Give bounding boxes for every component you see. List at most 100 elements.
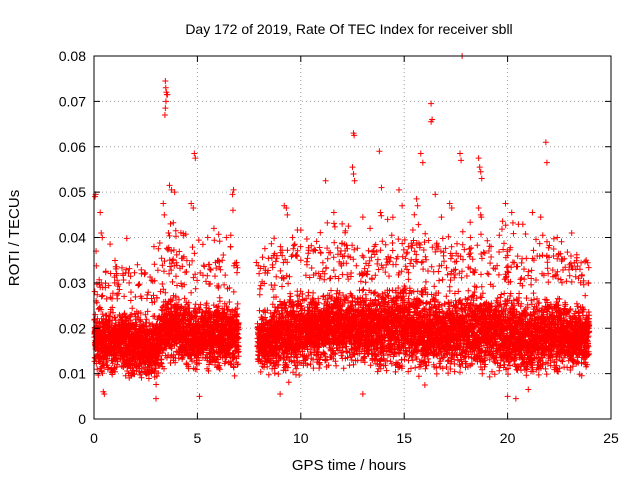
roti-point bbox=[417, 150, 424, 157]
roti-point bbox=[229, 191, 236, 198]
roti-point bbox=[162, 77, 169, 84]
roti-point bbox=[349, 164, 356, 171]
roti-point bbox=[458, 157, 465, 164]
roti-point bbox=[98, 229, 105, 236]
x-tick-label: 15 bbox=[396, 430, 412, 446]
roti-point bbox=[438, 214, 445, 221]
roti-point bbox=[428, 100, 435, 107]
x-tick-label: 0 bbox=[90, 430, 98, 446]
roti-point bbox=[138, 270, 145, 277]
y-tick-label: 0.01 bbox=[59, 366, 86, 382]
roti-point bbox=[253, 259, 260, 266]
roti-point bbox=[322, 177, 329, 184]
roti-point bbox=[421, 381, 428, 388]
roti-point bbox=[537, 214, 544, 221]
roti-point bbox=[153, 395, 160, 402]
roti-point bbox=[279, 252, 286, 259]
roti-point bbox=[277, 391, 284, 398]
roti-point bbox=[188, 200, 195, 207]
roti-point bbox=[512, 395, 519, 402]
x-tick-label: 25 bbox=[603, 430, 619, 446]
y-tick-label: 0.08 bbox=[59, 48, 86, 64]
roti-point bbox=[284, 211, 291, 218]
roti-point bbox=[196, 393, 203, 400]
x-tick-label: 20 bbox=[500, 430, 516, 446]
y-tick-label: 0 bbox=[78, 411, 86, 427]
roti-point bbox=[419, 159, 426, 166]
roti-point bbox=[210, 225, 217, 232]
y-tick-label: 0.06 bbox=[59, 139, 86, 155]
y-tick-label: 0.07 bbox=[59, 93, 86, 109]
roti-point bbox=[399, 202, 406, 209]
roti-point bbox=[171, 189, 178, 196]
roti-point bbox=[585, 279, 592, 286]
roti-point bbox=[475, 155, 482, 162]
x-axis-label: GPS time / hours bbox=[292, 457, 406, 474]
roti-point bbox=[388, 232, 395, 239]
roti-point bbox=[525, 386, 532, 393]
roti-point bbox=[111, 279, 118, 286]
roti-point bbox=[432, 191, 439, 198]
roti-point bbox=[367, 225, 374, 232]
roti-point bbox=[413, 195, 420, 202]
roti-point bbox=[126, 279, 133, 286]
roti-point bbox=[162, 84, 169, 91]
roti-point bbox=[310, 248, 317, 255]
roti-point bbox=[576, 266, 583, 273]
roti-point bbox=[162, 105, 169, 112]
roti-point bbox=[428, 118, 435, 125]
roti-point bbox=[539, 232, 546, 239]
roti-point bbox=[554, 234, 561, 241]
roti-point bbox=[134, 261, 141, 268]
roti-point bbox=[359, 391, 366, 398]
roti-point bbox=[166, 182, 173, 189]
roti-point bbox=[101, 391, 108, 398]
roti-point bbox=[467, 234, 474, 241]
roti-point bbox=[350, 170, 357, 177]
roti-point bbox=[568, 229, 575, 236]
grid-lines bbox=[94, 56, 611, 419]
roti-point bbox=[330, 209, 337, 216]
roti-point bbox=[283, 205, 290, 212]
roti-point bbox=[230, 186, 237, 193]
roti-point bbox=[119, 270, 126, 277]
roti-point bbox=[351, 177, 358, 184]
roti-point bbox=[162, 98, 169, 105]
y-tick-label: 0.04 bbox=[59, 230, 86, 246]
roti-point bbox=[529, 209, 536, 216]
roti-point bbox=[446, 200, 453, 207]
roti-point bbox=[150, 243, 157, 250]
roti-point-cloud bbox=[91, 211, 593, 388]
roti-point bbox=[508, 209, 515, 216]
roti-point bbox=[161, 211, 168, 218]
roti-point bbox=[476, 164, 483, 171]
roti-point bbox=[414, 202, 421, 209]
axis-ticks: 0 0.01 0.02 0.03 0.04 0.05 0.06 0.07 0.08 0 5 10 15 2… bbox=[59, 48, 619, 446]
roti-point bbox=[97, 209, 104, 216]
y-tick-label: 0.05 bbox=[59, 184, 86, 200]
roti-point bbox=[359, 214, 366, 221]
roti-point bbox=[396, 186, 403, 193]
roti-point bbox=[164, 91, 171, 98]
roti-point bbox=[192, 155, 199, 162]
roti-point bbox=[231, 372, 238, 379]
roti-point bbox=[292, 252, 299, 259]
roti-point bbox=[504, 393, 511, 400]
roti-point bbox=[161, 111, 168, 118]
roti-point bbox=[457, 150, 464, 157]
roti-point bbox=[583, 257, 590, 264]
roti-point bbox=[405, 243, 412, 250]
roti-point bbox=[377, 209, 384, 216]
roti-point bbox=[167, 220, 174, 227]
roti-point bbox=[99, 234, 106, 241]
roti-point bbox=[496, 232, 503, 239]
roti-point bbox=[477, 211, 484, 218]
roti-point bbox=[378, 184, 385, 191]
x-tick-label: 5 bbox=[194, 430, 202, 446]
roti-point bbox=[339, 220, 346, 227]
roti-point bbox=[542, 139, 549, 146]
roti-point bbox=[376, 148, 383, 155]
roti-point bbox=[190, 205, 197, 212]
roti-point bbox=[502, 200, 509, 207]
